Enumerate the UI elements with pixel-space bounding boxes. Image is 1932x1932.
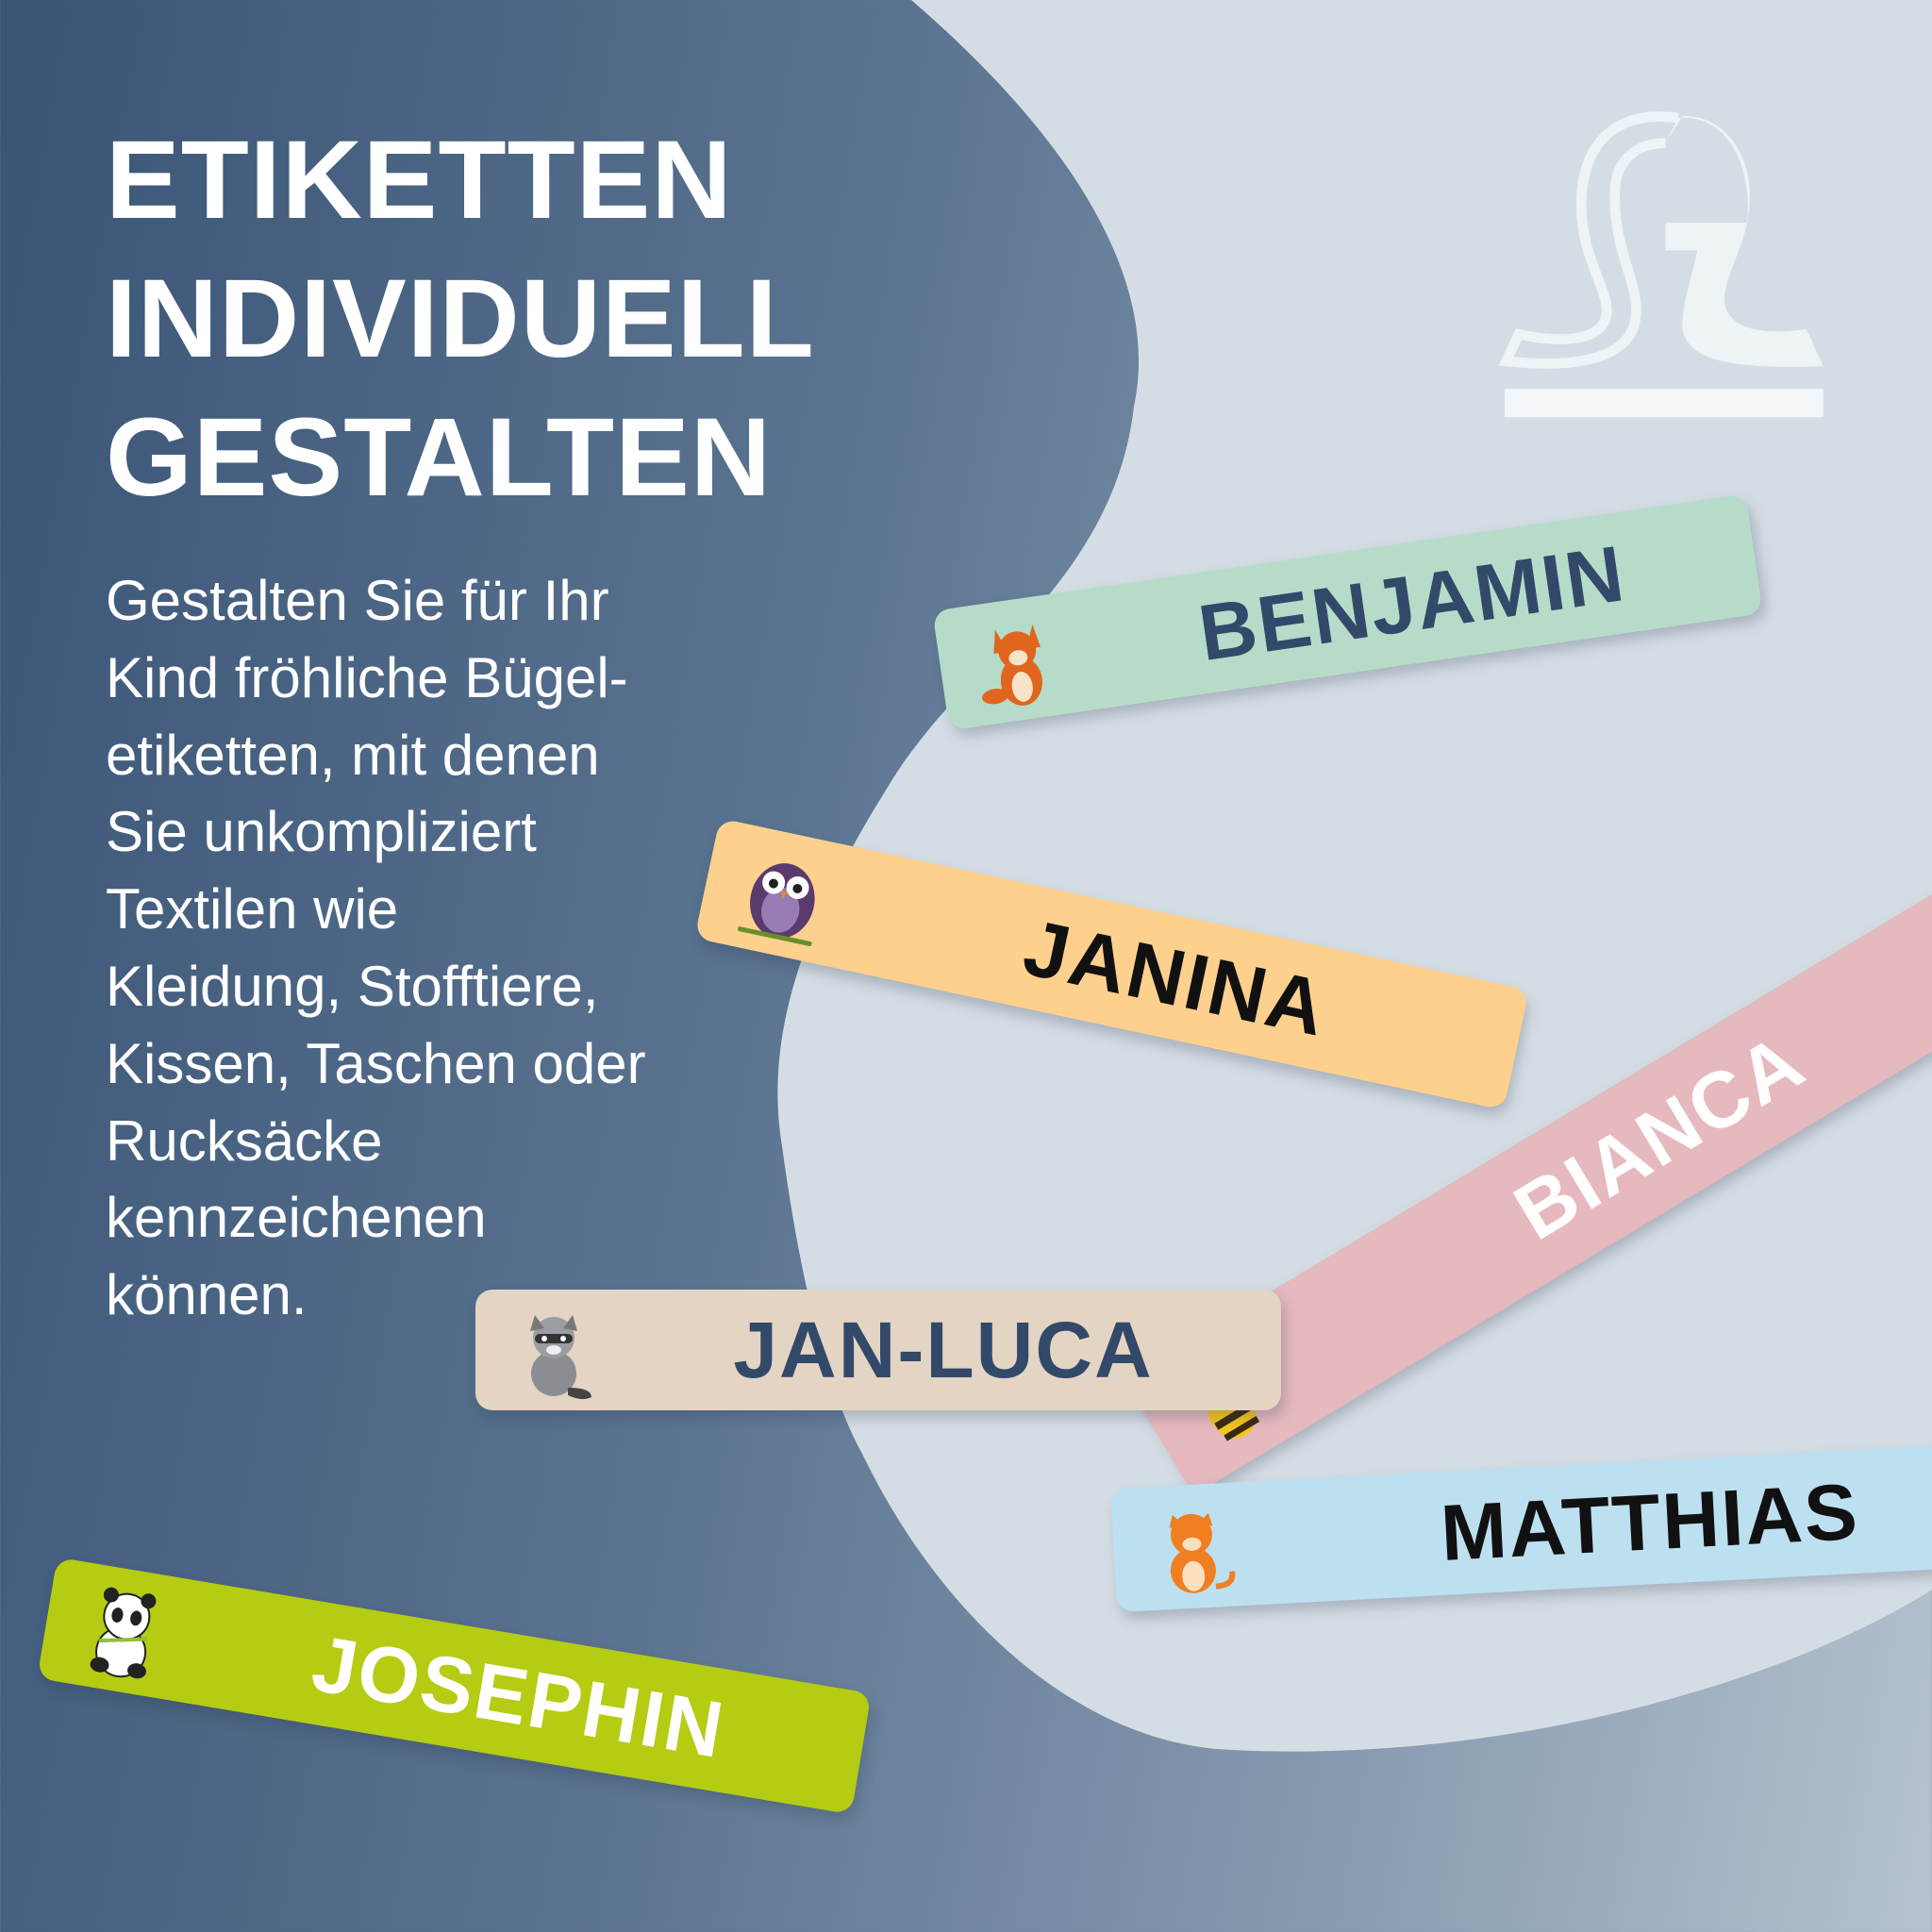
description-line: Kind fröhliche Bügel-	[106, 645, 628, 709]
name-label-benjamin: BENJAMIN	[931, 493, 1763, 731]
headline-line: GESTALTEN	[106, 395, 773, 520]
owl-icon	[737, 863, 815, 946]
description-line: etiketten, mit denen	[106, 723, 600, 787]
fox-icon	[981, 624, 1042, 706]
description-line: können.	[106, 1263, 308, 1327]
description-line: Gestalten Sie für Ihr	[106, 569, 609, 632]
raccoon-icon	[530, 1315, 591, 1400]
headline-line: ETIKETTEN	[106, 118, 733, 242]
description-line: Sie unkompliziert	[106, 800, 537, 864]
name-label-jan-luca: JAN-LUCA	[475, 1290, 1281, 1410]
headline-line: INDIVIDUELL	[106, 257, 815, 381]
description-line: kennzeichenen	[106, 1186, 487, 1250]
name-label-janina: JANINA	[693, 818, 1529, 1110]
description-line: Kleidung, Stofftiere,	[106, 954, 599, 1018]
name-label-josephin: JOSEPHIN	[36, 1557, 872, 1815]
stamp-logo-icon	[1498, 111, 1824, 418]
headline: ETIKETTEN INDIVIDUELL GESTALTEN	[106, 111, 815, 527]
description-line: Textilen wie	[106, 877, 399, 941]
name-label-matthias: MATTHIAS	[1110, 1439, 1932, 1612]
description-line: Rucksäcke	[106, 1108, 383, 1173]
label-name: JAN-LUCA	[733, 1305, 1154, 1394]
description-line: Kissen, Taschen oder	[106, 1031, 646, 1095]
description: Gestalten Sie für Ihr Kind fröhliche Büg…	[106, 562, 766, 1334]
tiger-icon	[1169, 1511, 1236, 1592]
panda-icon	[90, 1587, 156, 1679]
